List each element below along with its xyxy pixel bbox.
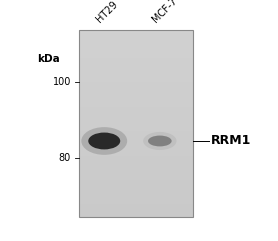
Text: MCF-7: MCF-7 — [150, 0, 179, 24]
Ellipse shape — [81, 127, 127, 155]
Text: 100: 100 — [53, 77, 71, 87]
Text: 80: 80 — [59, 153, 71, 163]
Ellipse shape — [143, 132, 177, 150]
Text: HT29: HT29 — [95, 0, 120, 24]
Bar — [79, 30, 193, 217]
Text: RRM1: RRM1 — [211, 134, 252, 147]
Ellipse shape — [148, 135, 172, 146]
Ellipse shape — [88, 133, 120, 149]
Text: kDa: kDa — [37, 54, 60, 64]
